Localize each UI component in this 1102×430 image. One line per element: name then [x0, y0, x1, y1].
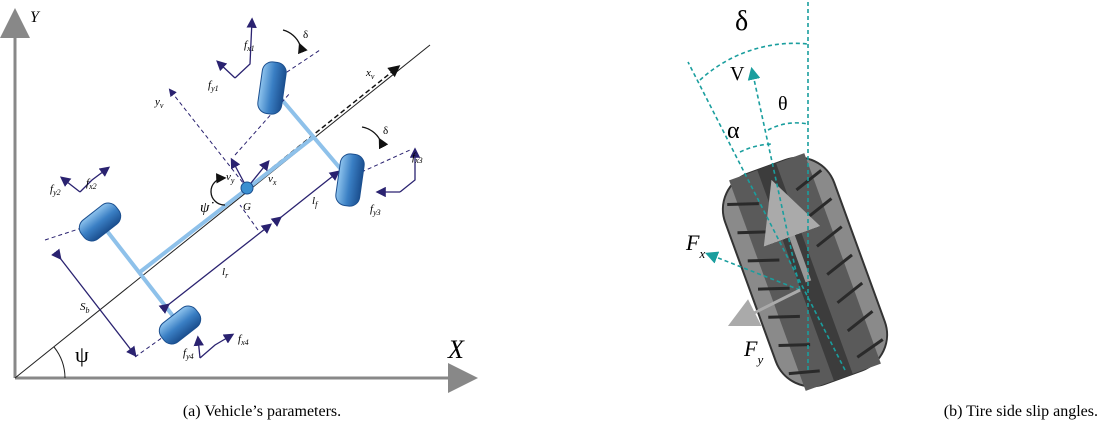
label: fx2 [86, 177, 97, 191]
label-sub: x [272, 178, 277, 187]
caption: (b) Tire side slip angles. [944, 403, 1098, 420]
label-sub: x [698, 246, 705, 261]
axis-label: X [447, 335, 465, 364]
label-sub: y1 [210, 84, 219, 93]
label: lf [312, 195, 319, 209]
label-sub: y2 [52, 188, 61, 197]
label-sub: x1 [246, 44, 255, 53]
label-sub: y [755, 352, 763, 367]
angle-label: ψ [75, 342, 89, 367]
label-sub: x2 [88, 182, 97, 191]
label: fx4 [238, 333, 249, 347]
cog-marker [241, 182, 253, 194]
figure-b: δ V θ α Fx Fy (b) Tire side slip angles. [685, 2, 1098, 420]
label: yv [154, 96, 164, 110]
label: G [243, 201, 251, 213]
theta-arc [768, 123, 808, 130]
label-sub: x3 [414, 156, 423, 165]
axis-label: Y [30, 9, 41, 26]
label: fy4 [183, 347, 194, 361]
y-v-axis [170, 90, 247, 188]
label-sub: v [160, 101, 164, 110]
label: vy [226, 171, 235, 185]
label-main: F [685, 230, 700, 255]
label: fx1 [244, 39, 255, 53]
label-sub: r [225, 271, 229, 280]
label-main: F [743, 336, 758, 361]
label: fy1 [208, 79, 219, 93]
label: V [730, 63, 745, 85]
label-sub: v [371, 72, 375, 81]
label: fx3 [412, 151, 423, 165]
force-arrows [62, 20, 415, 358]
label-sub: x4 [240, 338, 249, 347]
label-sub: f [315, 200, 319, 209]
angle-label: α [727, 118, 740, 144]
figure-a: Y X ψ xv yv fx1 fy1 fx2 fy2 fx3 fy3 fx4 … [15, 9, 472, 420]
label: xv [365, 67, 375, 81]
vehicle-axis [15, 45, 430, 378]
psi-arc [54, 347, 65, 378]
label-sub: b [86, 306, 90, 315]
label: Fy [743, 336, 763, 367]
label-sub: y4 [185, 352, 194, 361]
label-sub: y [230, 176, 235, 185]
angle-label: δ [303, 29, 308, 41]
label: Sb [80, 301, 90, 315]
label: fy2 [50, 183, 61, 197]
angle-label: δ [735, 6, 748, 37]
figure: Y X ψ xv yv fx1 fy1 fx2 fy2 fx3 fy3 fx4 … [0, 0, 1102, 430]
alpha-arc [740, 144, 772, 152]
angle-label: δ [383, 125, 388, 137]
caption: (a) Vehicle’s parameters. [183, 403, 341, 420]
label: vx [268, 173, 277, 187]
angle-label: θ [778, 93, 788, 115]
label: lr [222, 266, 229, 280]
label-sub: y3 [372, 208, 381, 217]
label: fy3 [370, 203, 381, 217]
delta-arc [700, 43, 808, 80]
tire [712, 147, 898, 397]
label: Fx [685, 230, 705, 261]
